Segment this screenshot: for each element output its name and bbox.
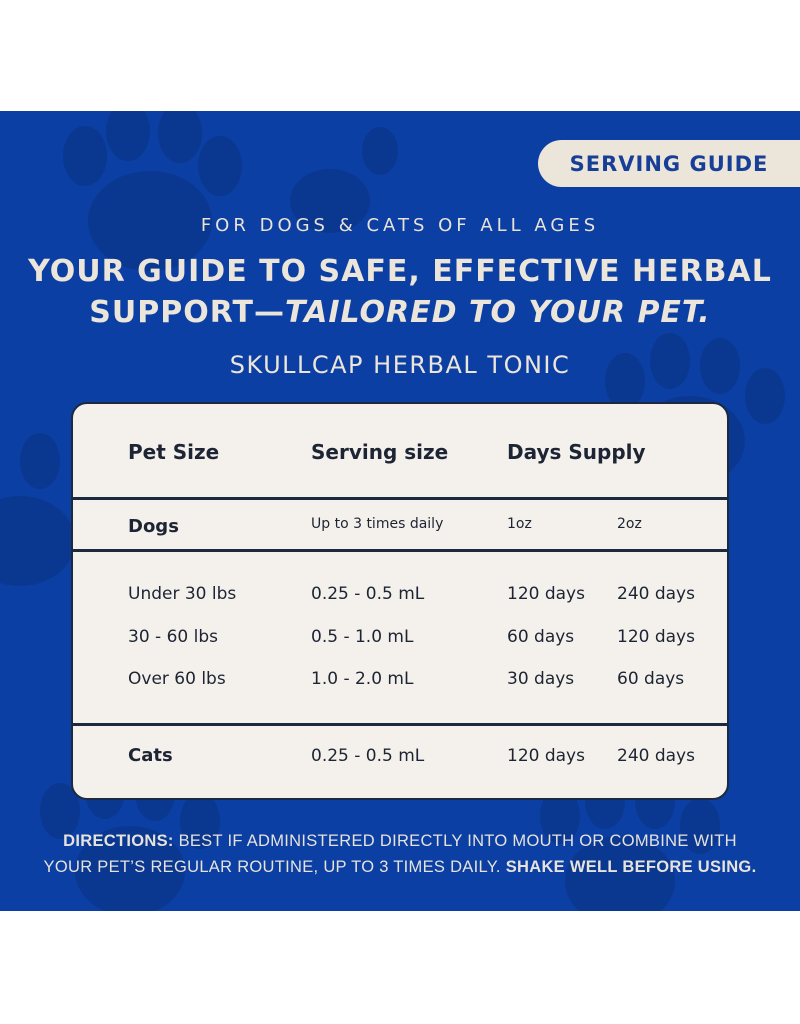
- serving-guide-badge: SERVING GUIDE: [538, 140, 800, 187]
- row-days-1oz: 120 days: [507, 746, 585, 766]
- directions-label: DIRECTIONS:: [63, 832, 174, 850]
- headline-italic-text: TAILORED TO YOUR PET.: [284, 295, 711, 330]
- row-days-1oz: 120 days: [507, 584, 585, 604]
- serving-guide-panel: SERVING GUIDE FOR DOGS & CATS OF ALL AGE…: [0, 111, 800, 911]
- table-divider: [73, 723, 727, 726]
- header-serving-size: Serving size: [311, 440, 449, 464]
- row-pet-size: 30 - 60 lbs: [128, 627, 218, 647]
- row-serving: 0.25 - 0.5 mL: [311, 584, 425, 604]
- cats-group-label: Cats: [128, 745, 173, 766]
- headline-plain-text: SUPPORT—: [89, 295, 285, 330]
- column-2oz-label: 2oz: [617, 516, 642, 532]
- directions-text-2: YOUR PET’S REGULAR ROUTINE, UP TO 3 TIME…: [43, 858, 506, 876]
- paw-print-icon: [63, 111, 242, 271]
- paw-print-icon: [0, 433, 75, 586]
- row-pet-size: Over 60 lbs: [128, 669, 226, 689]
- paw-print-icon: [40, 763, 220, 911]
- directions-line-1: DIRECTIONS: BEST IF ADMINISTERED DIRECTL…: [0, 828, 800, 854]
- header-pet-size: Pet Size: [128, 440, 220, 464]
- row-days-2oz: 120 days: [617, 627, 695, 647]
- header-days-supply: Days Supply: [507, 440, 646, 464]
- paw-print-icon: [290, 127, 398, 233]
- directions-text-1: BEST IF ADMINISTERED DIRECTLY INTO MOUTH…: [173, 832, 737, 850]
- dogs-group-label: Dogs: [128, 516, 179, 537]
- headline-line-1: YOUR GUIDE TO SAFE, EFFECTIVE HERBAL: [28, 254, 772, 289]
- dogs-frequency: Up to 3 times daily: [311, 516, 444, 532]
- table-divider: [73, 549, 727, 552]
- paw-print-pattern: [0, 111, 785, 911]
- column-1oz-label: 1oz: [507, 516, 532, 532]
- directions-text: DIRECTIONS: BEST IF ADMINISTERED DIRECTL…: [0, 828, 800, 880]
- row-serving: 0.5 - 1.0 mL: [311, 627, 414, 647]
- row-days-2oz: 60 days: [617, 669, 685, 689]
- table-divider: [73, 497, 727, 500]
- row-serving: 1.0 - 2.0 mL: [311, 669, 414, 689]
- headline: YOUR GUIDE TO SAFE, EFFECTIVE HERBAL SUP…: [0, 251, 800, 333]
- headline-line-2: SUPPORT—TAILORED TO YOUR PET.: [0, 292, 800, 333]
- directions-emphasis: SHAKE WELL BEFORE USING.: [505, 858, 757, 876]
- directions-line-2: YOUR PET’S REGULAR ROUTINE, UP TO 3 TIME…: [0, 854, 800, 880]
- audience-subtitle: FOR DOGS & CATS OF ALL AGES: [200, 215, 600, 236]
- row-days-2oz: 240 days: [617, 746, 695, 766]
- product-name: SKULLCAP HERBAL TONIC: [229, 351, 571, 379]
- row-pet-size: Under 30 lbs: [128, 584, 237, 604]
- row-days-2oz: 240 days: [617, 584, 695, 604]
- row-days-1oz: 30 days: [507, 669, 575, 689]
- row-serving: 0.25 - 0.5 mL: [311, 746, 425, 766]
- row-days-1oz: 60 days: [507, 627, 575, 647]
- dosage-table: Pet Size Serving size Days Supply Dogs U…: [71, 402, 729, 800]
